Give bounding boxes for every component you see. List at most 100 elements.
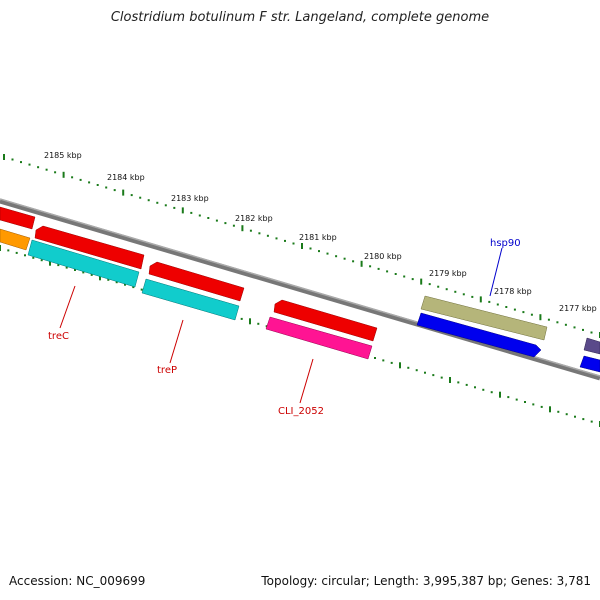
minor-tick	[428, 283, 431, 286]
minor-tick	[275, 237, 278, 240]
minor-tick	[79, 178, 82, 181]
cds-CLI_2052[interactable]	[265, 316, 373, 360]
minor-tick	[524, 401, 526, 403]
cds-forward-2[interactable]	[34, 225, 145, 270]
minor-tick	[496, 303, 499, 306]
cds-orange[interactable]	[0, 228, 31, 251]
cds-blue-2[interactable]	[579, 355, 600, 373]
cds-slate[interactable]	[583, 337, 600, 355]
minor-tick	[573, 326, 576, 329]
minor-tick	[309, 247, 312, 250]
minor-tick	[240, 317, 243, 320]
cds-forward-1[interactable]	[0, 206, 36, 230]
leader-CLI_2052	[299, 358, 314, 404]
cds-blue[interactable]	[416, 312, 542, 358]
minor-tick	[532, 403, 535, 406]
gene-label-hsp90[interactable]: hsp90	[490, 238, 521, 249]
minor-tick	[564, 323, 567, 326]
minor-tick	[540, 405, 543, 408]
leader-hsp90	[489, 247, 503, 297]
minor-tick	[574, 415, 576, 418]
minor-tick	[28, 163, 31, 166]
minor-tick	[24, 254, 26, 257]
major-tick	[420, 278, 423, 285]
kbp-label-2178: 2178 kbp	[494, 287, 532, 296]
cds-reverse-treP[interactable]	[141, 278, 240, 321]
cds-forward-4[interactable]	[273, 299, 378, 342]
major-tick	[549, 406, 551, 413]
minor-tick	[7, 249, 10, 252]
minor-tick	[547, 318, 550, 321]
kbp-label-2179: 2179 kbp	[429, 269, 467, 278]
accession-text: Accession: NC_009699	[9, 574, 146, 588]
minor-tick	[522, 311, 525, 314]
minor-tick	[15, 251, 18, 254]
gene-label-CLI_2052[interactable]: CLI_2052	[278, 406, 324, 417]
minor-tick	[390, 361, 393, 364]
minor-tick	[215, 219, 218, 222]
minor-tick	[132, 286, 135, 289]
gene-label-treP[interactable]: treP	[157, 365, 177, 376]
minor-tick	[115, 281, 118, 284]
minor-tick	[471, 295, 474, 298]
cds-hsp90-olive[interactable]	[420, 295, 548, 341]
genome-backbone	[0, 198, 600, 381]
minor-tick	[232, 224, 235, 227]
minor-tick	[457, 381, 460, 384]
gene-label-treC[interactable]: treC	[48, 331, 69, 342]
minor-tick	[415, 369, 418, 372]
minor-tick	[139, 196, 142, 199]
minor-tick	[65, 266, 68, 269]
kbp-label-2177: 2177 kbp	[559, 304, 597, 313]
minor-tick	[530, 313, 533, 316]
minor-tick	[482, 388, 485, 391]
minor-tick	[284, 239, 286, 242]
minor-tick	[90, 273, 93, 276]
minor-tick	[124, 283, 126, 286]
minor-tick	[386, 270, 389, 273]
minor-tick	[130, 194, 133, 197]
major-tick	[241, 225, 244, 232]
minor-tick	[96, 184, 99, 186]
minor-tick	[105, 186, 108, 189]
minor-tick	[318, 250, 320, 253]
minor-tick	[147, 199, 150, 202]
minor-tick	[20, 161, 22, 164]
major-tick	[3, 154, 5, 160]
minor-tick	[513, 308, 516, 311]
minor-tick	[164, 204, 167, 207]
major-tick	[99, 274, 101, 281]
forward-strand-features	[0, 206, 600, 355]
minor-tick	[11, 158, 14, 161]
minor-tick	[54, 171, 57, 174]
minor-tick	[32, 256, 35, 259]
major-tick	[249, 318, 251, 325]
minor-tick	[515, 398, 518, 401]
major-tick	[181, 207, 184, 214]
cds-forward-3[interactable]	[148, 261, 245, 302]
minor-tick	[411, 278, 414, 281]
minor-tick	[258, 232, 261, 235]
cds-reverse-treC[interactable]	[27, 239, 140, 288]
minor-tick	[57, 264, 60, 267]
minor-tick	[462, 293, 465, 296]
minor-tick	[45, 168, 48, 171]
minor-tick	[505, 306, 508, 308]
minor-tick	[424, 371, 426, 374]
major-tick	[399, 362, 401, 369]
minor-tick	[403, 275, 406, 278]
leader-treP	[169, 319, 184, 364]
map-title: Clostridium botulinum F str. Langeland, …	[110, 10, 490, 25]
kbp-label-2185: 2185 kbp	[44, 151, 82, 160]
minor-tick	[445, 288, 448, 291]
minor-tick	[465, 383, 468, 386]
major-tick	[301, 243, 303, 249]
minor-tick	[156, 201, 159, 204]
minor-tick	[490, 391, 493, 394]
minor-tick	[556, 321, 559, 324]
minor-tick	[207, 217, 210, 219]
minor-tick	[437, 285, 440, 288]
minor-tick	[190, 211, 193, 214]
minor-tick	[140, 288, 143, 291]
minor-tick	[382, 359, 385, 362]
